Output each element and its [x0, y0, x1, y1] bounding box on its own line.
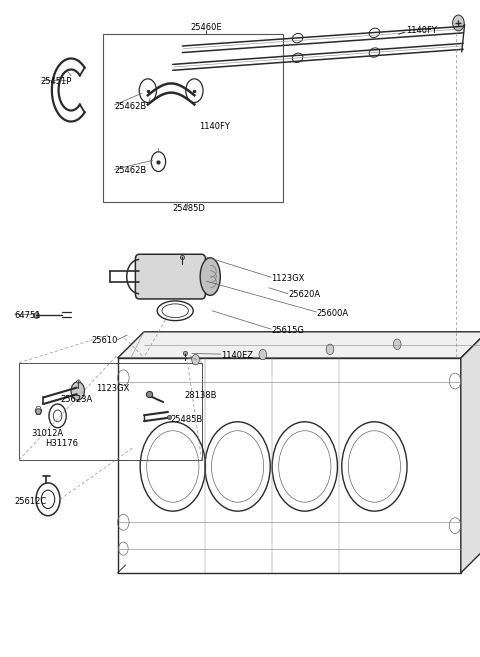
Polygon shape — [118, 332, 480, 358]
Text: 1123GX: 1123GX — [96, 384, 130, 394]
Text: 25485D: 25485D — [173, 204, 205, 213]
Text: 25620A: 25620A — [288, 290, 320, 300]
Text: 25485B: 25485B — [170, 415, 203, 424]
Text: 25615G: 25615G — [271, 326, 304, 335]
Bar — [19, 363, 202, 460]
Text: 25451P: 25451P — [41, 77, 72, 86]
Text: 25460E: 25460E — [191, 23, 222, 32]
Circle shape — [259, 350, 267, 360]
Text: 25462B: 25462B — [114, 166, 146, 175]
Circle shape — [71, 382, 84, 400]
Ellipse shape — [200, 258, 220, 296]
Circle shape — [394, 339, 401, 350]
Text: 25623A: 25623A — [60, 395, 92, 404]
Text: 25462B: 25462B — [114, 102, 146, 111]
Circle shape — [453, 15, 464, 31]
Circle shape — [326, 344, 334, 355]
Text: 1140EZ: 1140EZ — [221, 351, 253, 360]
Text: 1140FY: 1140FY — [199, 122, 230, 131]
Text: H31176: H31176 — [46, 439, 79, 448]
Text: 1140FY: 1140FY — [406, 26, 436, 35]
Text: 1123GX: 1123GX — [271, 274, 305, 283]
Text: 31012A: 31012A — [31, 429, 63, 438]
Polygon shape — [461, 332, 480, 573]
Text: 25600A: 25600A — [317, 309, 349, 318]
Text: 25610: 25610 — [91, 336, 118, 346]
Text: 25612C: 25612C — [14, 497, 47, 506]
Bar — [103, 34, 283, 202]
Text: 28138B: 28138B — [185, 391, 217, 400]
FancyBboxPatch shape — [135, 254, 205, 299]
Text: 64751: 64751 — [14, 311, 41, 320]
Circle shape — [192, 354, 200, 365]
